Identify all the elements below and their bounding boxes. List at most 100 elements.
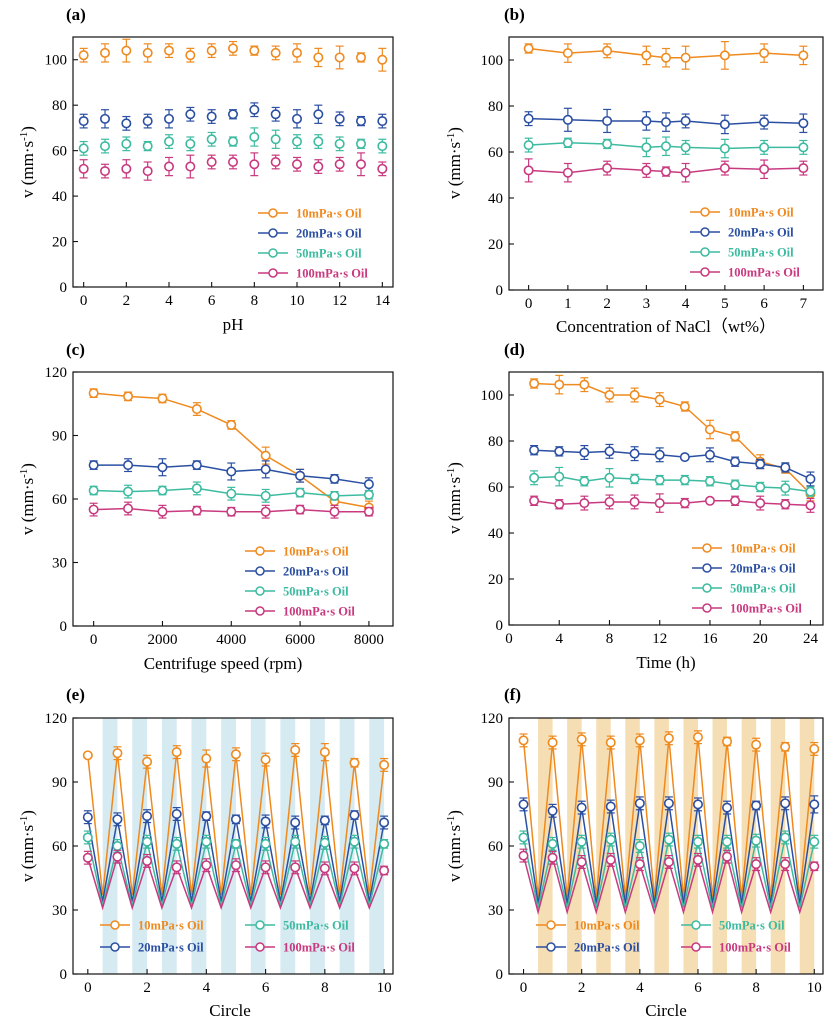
data-point xyxy=(157,462,168,473)
data-point xyxy=(654,475,665,486)
cycle-stripe xyxy=(250,718,266,974)
legend-swatch-marker xyxy=(702,603,712,613)
y-tick-label: 0 xyxy=(60,280,68,296)
legend-label: 100mPa·s Oil xyxy=(283,605,355,619)
data-point xyxy=(142,47,153,58)
x-tick-label: 1 xyxy=(564,296,572,312)
data-point xyxy=(290,744,301,755)
data-point xyxy=(363,489,374,500)
data-point xyxy=(629,496,640,507)
data-point xyxy=(654,394,665,405)
y-tick-label: 90 xyxy=(52,775,67,791)
data-point xyxy=(759,142,770,153)
legend: 10mPa·s Oil 20mPa·s Oil 50mPa·s Oil 100mPa·… xyxy=(100,919,355,955)
legend-label: 20mPa·s Oil xyxy=(138,941,204,955)
x-tick-label: 6000 xyxy=(285,632,315,648)
data-point xyxy=(82,852,93,863)
data-point xyxy=(349,863,360,874)
data-point xyxy=(185,109,196,120)
data-point xyxy=(82,812,93,823)
series-oil50 xyxy=(529,466,816,497)
panel-label: (a) xyxy=(66,5,86,24)
data-point xyxy=(100,166,111,177)
x-tick-label: 0 xyxy=(525,296,533,312)
legend-swatch-marker xyxy=(255,606,265,616)
legend-swatch-marker xyxy=(700,227,710,237)
legend-label: 20mPa·s Oil xyxy=(283,565,349,579)
data-point xyxy=(719,119,730,130)
data-point xyxy=(576,734,587,745)
legend-swatch-marker xyxy=(546,942,556,952)
data-point xyxy=(379,838,390,849)
data-point xyxy=(579,379,590,390)
data-point xyxy=(142,166,153,177)
data-point xyxy=(805,500,816,511)
panel-label: (e) xyxy=(66,685,85,704)
data-point xyxy=(349,836,360,847)
data-point xyxy=(164,45,175,56)
data-point xyxy=(751,859,762,870)
series-oil20 xyxy=(518,795,820,904)
x-tick-label: 2 xyxy=(123,293,131,309)
legend-label: 50mPa·s Oil xyxy=(728,246,794,260)
data-point xyxy=(206,157,217,168)
data-point xyxy=(680,115,691,126)
x-tick-label: 10 xyxy=(807,980,822,996)
data-point xyxy=(82,832,93,843)
data-point xyxy=(579,476,590,487)
data-point xyxy=(523,113,534,124)
y-tick-label: 100 xyxy=(481,53,504,69)
data-point xyxy=(722,851,733,862)
data-point xyxy=(88,485,99,496)
data-point xyxy=(355,116,366,127)
series-oil50 xyxy=(523,136,809,159)
series-oil10 xyxy=(523,40,809,70)
data-point xyxy=(660,166,671,177)
x-tick-label: 10 xyxy=(377,980,392,996)
data-point xyxy=(704,495,715,506)
data-point xyxy=(191,460,202,471)
y-tick-label: 120 xyxy=(45,711,68,727)
legend-label: 20mPa·s Oil xyxy=(728,226,794,240)
y-axis-title-close: ) xyxy=(18,126,37,132)
data-point xyxy=(112,814,123,825)
y-axis-title: v (mm·s-1) xyxy=(18,463,37,535)
data-point xyxy=(334,138,345,149)
series-oil50 xyxy=(518,830,820,909)
data-point xyxy=(249,45,260,56)
data-point xyxy=(295,504,306,515)
y-axis-title-exponent: -1 xyxy=(445,133,457,142)
data-point xyxy=(355,138,366,149)
x-tick-label: 7 xyxy=(800,296,808,312)
data-point xyxy=(579,447,590,458)
x-tick-label: 24 xyxy=(803,631,819,647)
y-tick-label: 0 xyxy=(60,619,68,635)
y-tick-label: 60 xyxy=(488,145,503,161)
data-point xyxy=(780,859,791,870)
data-point xyxy=(751,739,762,750)
legend-swatch-marker xyxy=(268,228,278,238)
legend-label: 20mPa·s Oil xyxy=(296,227,362,241)
data-point xyxy=(692,732,703,743)
y-tick-label: 100 xyxy=(45,53,68,69)
data-point xyxy=(313,136,324,147)
data-point xyxy=(206,45,217,56)
y-axis-title: v (mm·s-1) xyxy=(18,126,37,198)
data-point xyxy=(759,48,770,59)
data-point xyxy=(680,167,691,178)
data-point xyxy=(260,754,271,765)
y-tick-label: 80 xyxy=(488,99,503,115)
series-line xyxy=(534,475,811,493)
data-point xyxy=(334,52,345,63)
data-point xyxy=(334,113,345,124)
data-point xyxy=(629,473,640,484)
x-tick-label: 8000 xyxy=(354,632,384,648)
y-tick-label: 90 xyxy=(488,775,503,791)
data-point xyxy=(78,163,89,174)
data-point xyxy=(334,159,345,170)
data-point xyxy=(755,458,766,469)
data-point xyxy=(260,838,271,849)
y-axis-title-exponent: -1 xyxy=(445,816,457,825)
x-axis-title: Circle xyxy=(645,1001,687,1020)
data-point xyxy=(206,134,217,145)
